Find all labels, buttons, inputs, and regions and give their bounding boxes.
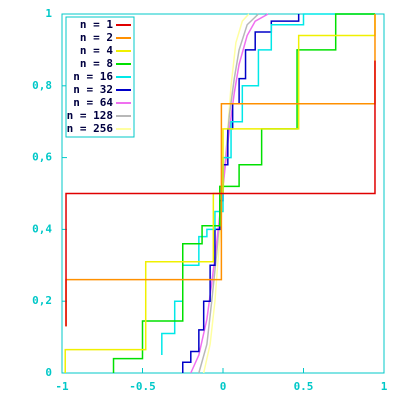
series-line — [190, 13, 269, 374]
plot-frame — [61, 13, 385, 374]
legend-label: n = 128 — [67, 109, 113, 122]
legend-label: n = 4 — [80, 44, 113, 57]
series-line — [65, 60, 376, 327]
legend-label: n = 1 — [80, 18, 113, 31]
y-tick-label: 0,8 — [32, 79, 52, 92]
legend-label: n = 8 — [80, 57, 113, 70]
legend-label: n = 64 — [73, 96, 113, 109]
series-line — [112, 13, 375, 373]
y-tick-label: 0,4 — [32, 222, 52, 235]
legend-label: n = 256 — [67, 122, 114, 135]
series-line — [161, 13, 375, 356]
x-tick-label: 0.5 — [294, 380, 314, 393]
legend-label: n = 2 — [80, 31, 113, 44]
y-tick-label: 0 — [45, 366, 52, 379]
y-tick-label: 1 — [45, 7, 52, 20]
x-tick-label: -0.5 — [129, 380, 156, 393]
x-tick-label: 1 — [381, 380, 388, 393]
legend: n = 1n = 2n = 4n = 8n = 16n = 32n = 64n … — [65, 16, 135, 138]
x-tick-label: 0 — [220, 380, 227, 393]
y-tick-label: 0,2 — [32, 294, 52, 307]
y-tick-label: 0,6 — [32, 151, 52, 164]
legend-label: n = 16 — [73, 70, 113, 83]
legend-label: n = 32 — [73, 83, 113, 96]
x-tick-label: -1 — [55, 380, 69, 393]
